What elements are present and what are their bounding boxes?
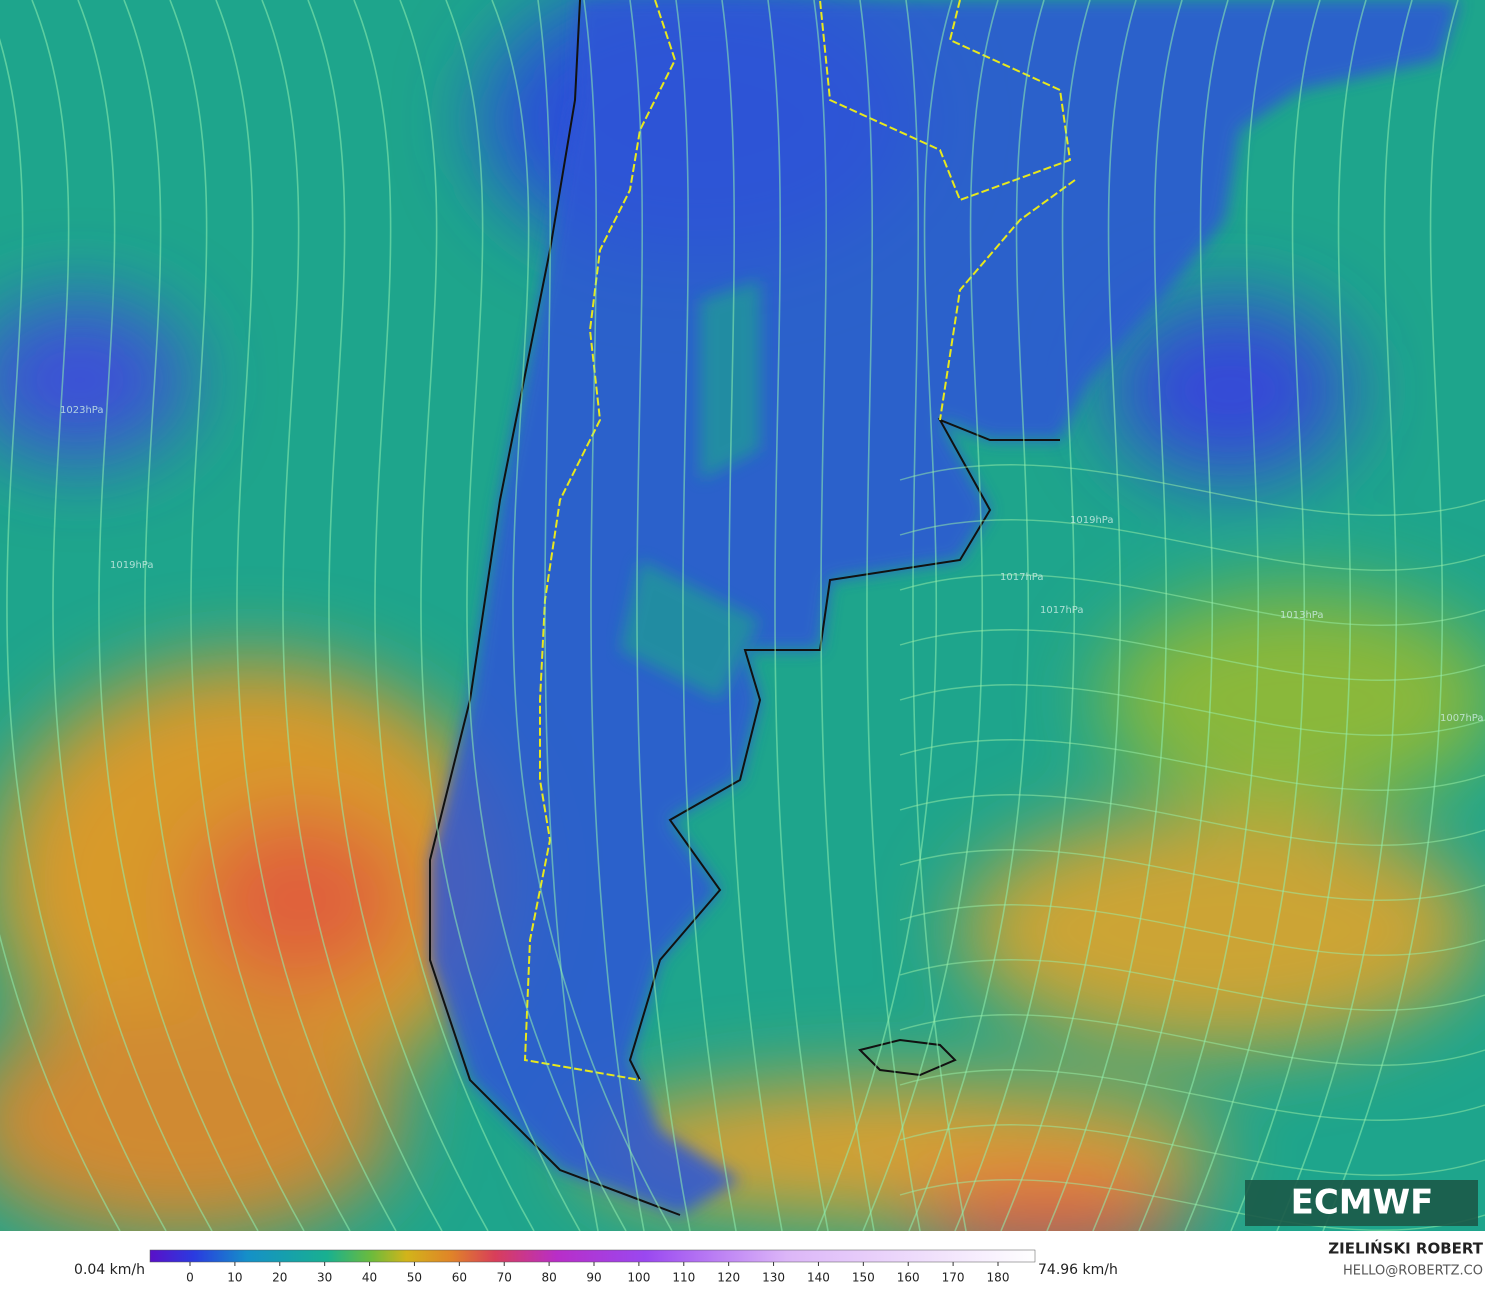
- streamline: [77, 0, 259, 1231]
- streamline: [899, 1069, 1485, 1121]
- tick-label: 20: [272, 1271, 287, 1285]
- streamline: [629, 0, 691, 1231]
- isobar-label: 1023hPa: [60, 405, 104, 416]
- tick-label: 180: [987, 1271, 1010, 1285]
- isobar-label: 1007hPa: [1440, 713, 1484, 724]
- colorbar-ticks: 0 10 20 30 40 50 60 70 80 90 100 110 120 130 140 150 160…: [186, 1262, 1009, 1285]
- streamline: [0, 933, 121, 1231]
- land-wind: [620, 280, 760, 700]
- streamline: [899, 904, 1485, 956]
- streamline: [859, 0, 921, 1231]
- streamline: [537, 0, 599, 1231]
- streamline: [813, 0, 875, 1231]
- coastline: [429, 0, 1060, 1216]
- colorbar: [149, 1249, 1036, 1263]
- streamline: [899, 794, 1485, 846]
- tick-label: 120: [717, 1271, 740, 1285]
- streamline: [445, 0, 627, 1231]
- streamline: [261, 0, 443, 1231]
- isobar-label: 1019hPa: [1070, 515, 1114, 526]
- streamline: [307, 0, 489, 1231]
- tick-label: 90: [586, 1271, 601, 1285]
- isobar-label: 1013hPa: [1280, 610, 1324, 621]
- isobar-label: 1017hPa: [1040, 605, 1084, 616]
- streamline: [899, 1124, 1485, 1176]
- streamline: [721, 0, 783, 1231]
- tick-label: 160: [897, 1271, 920, 1285]
- streamline: [862, 0, 999, 1231]
- map-area: 1023hPa 1019hPa 1017hPa 1019hPa 1017hPa 1013h…: [0, 0, 1485, 1231]
- streamline: [1138, 0, 1275, 1231]
- streamline: [1092, 0, 1229, 1231]
- streamline: [1000, 0, 1137, 1231]
- author-name: ZIELIŃSKI ROBERT: [1328, 1239, 1483, 1258]
- streamline: [899, 1179, 1485, 1231]
- streamline: [1046, 0, 1183, 1231]
- streamline: [675, 0, 737, 1231]
- streamline: [908, 0, 1045, 1231]
- tick-label: 60: [452, 1271, 467, 1285]
- streamline: [899, 739, 1485, 791]
- tick-label: 30: [317, 1271, 332, 1285]
- streamline: [899, 629, 1485, 681]
- streamline: [899, 519, 1485, 571]
- streamline: [491, 0, 673, 1231]
- streamline: [899, 574, 1485, 626]
- tick-label: 100: [627, 1271, 650, 1285]
- isobar-label: 1017hPa: [1000, 572, 1044, 583]
- tick-label: 0: [186, 1271, 194, 1285]
- streamline: [1184, 0, 1321, 1231]
- logo-box: [1245, 1180, 1478, 1226]
- streamline: [123, 0, 305, 1231]
- streamline: [899, 1014, 1485, 1066]
- isobar-label: 1019hPa: [110, 560, 154, 571]
- tick-label: 70: [497, 1271, 512, 1285]
- streamline: [1230, 0, 1367, 1231]
- streamline: [31, 0, 213, 1231]
- tick-label: 170: [942, 1271, 965, 1285]
- streamline: [583, 0, 645, 1231]
- tick-label: 40: [362, 1271, 377, 1285]
- streamline: [899, 684, 1485, 736]
- streamline: [899, 959, 1485, 1011]
- tick-label: 150: [852, 1271, 875, 1285]
- tick-label: 130: [762, 1271, 785, 1285]
- tick-label: 110: [672, 1271, 695, 1285]
- streamline: [954, 0, 1091, 1231]
- streamline: [215, 0, 397, 1231]
- streamline: [899, 849, 1485, 901]
- tick-label: 10: [227, 1271, 242, 1285]
- tick-label: 140: [807, 1271, 830, 1285]
- legend-min: 0.04 km/h: [74, 1262, 145, 1278]
- author-email: HELLO@ROBERTZ.CO: [1343, 1264, 1483, 1279]
- streamline: [1322, 0, 1459, 1231]
- streamline: [353, 0, 535, 1231]
- streamlines: [0, 0, 1485, 1231]
- tick-label: 80: [541, 1271, 556, 1285]
- legend-max: 74.96 km/h: [1038, 1262, 1118, 1278]
- streamline: [399, 0, 581, 1231]
- falklands: [858, 1038, 957, 1077]
- logo: ECMWF: [1291, 1183, 1434, 1223]
- streamline: [1276, 0, 1413, 1231]
- streamline: [905, 0, 967, 1231]
- streamline: [0, 38, 167, 1231]
- streamline: [816, 0, 953, 1231]
- streamline: [899, 464, 1485, 516]
- country-borders: [523, 0, 1076, 1081]
- streamline: [767, 0, 829, 1231]
- isobar-labels: 1023hPa 1019hPa 1017hPa 1019hPa 1017hPa 1013h…: [60, 405, 1484, 724]
- streamline: [169, 0, 351, 1231]
- tick-label: 50: [407, 1271, 422, 1285]
